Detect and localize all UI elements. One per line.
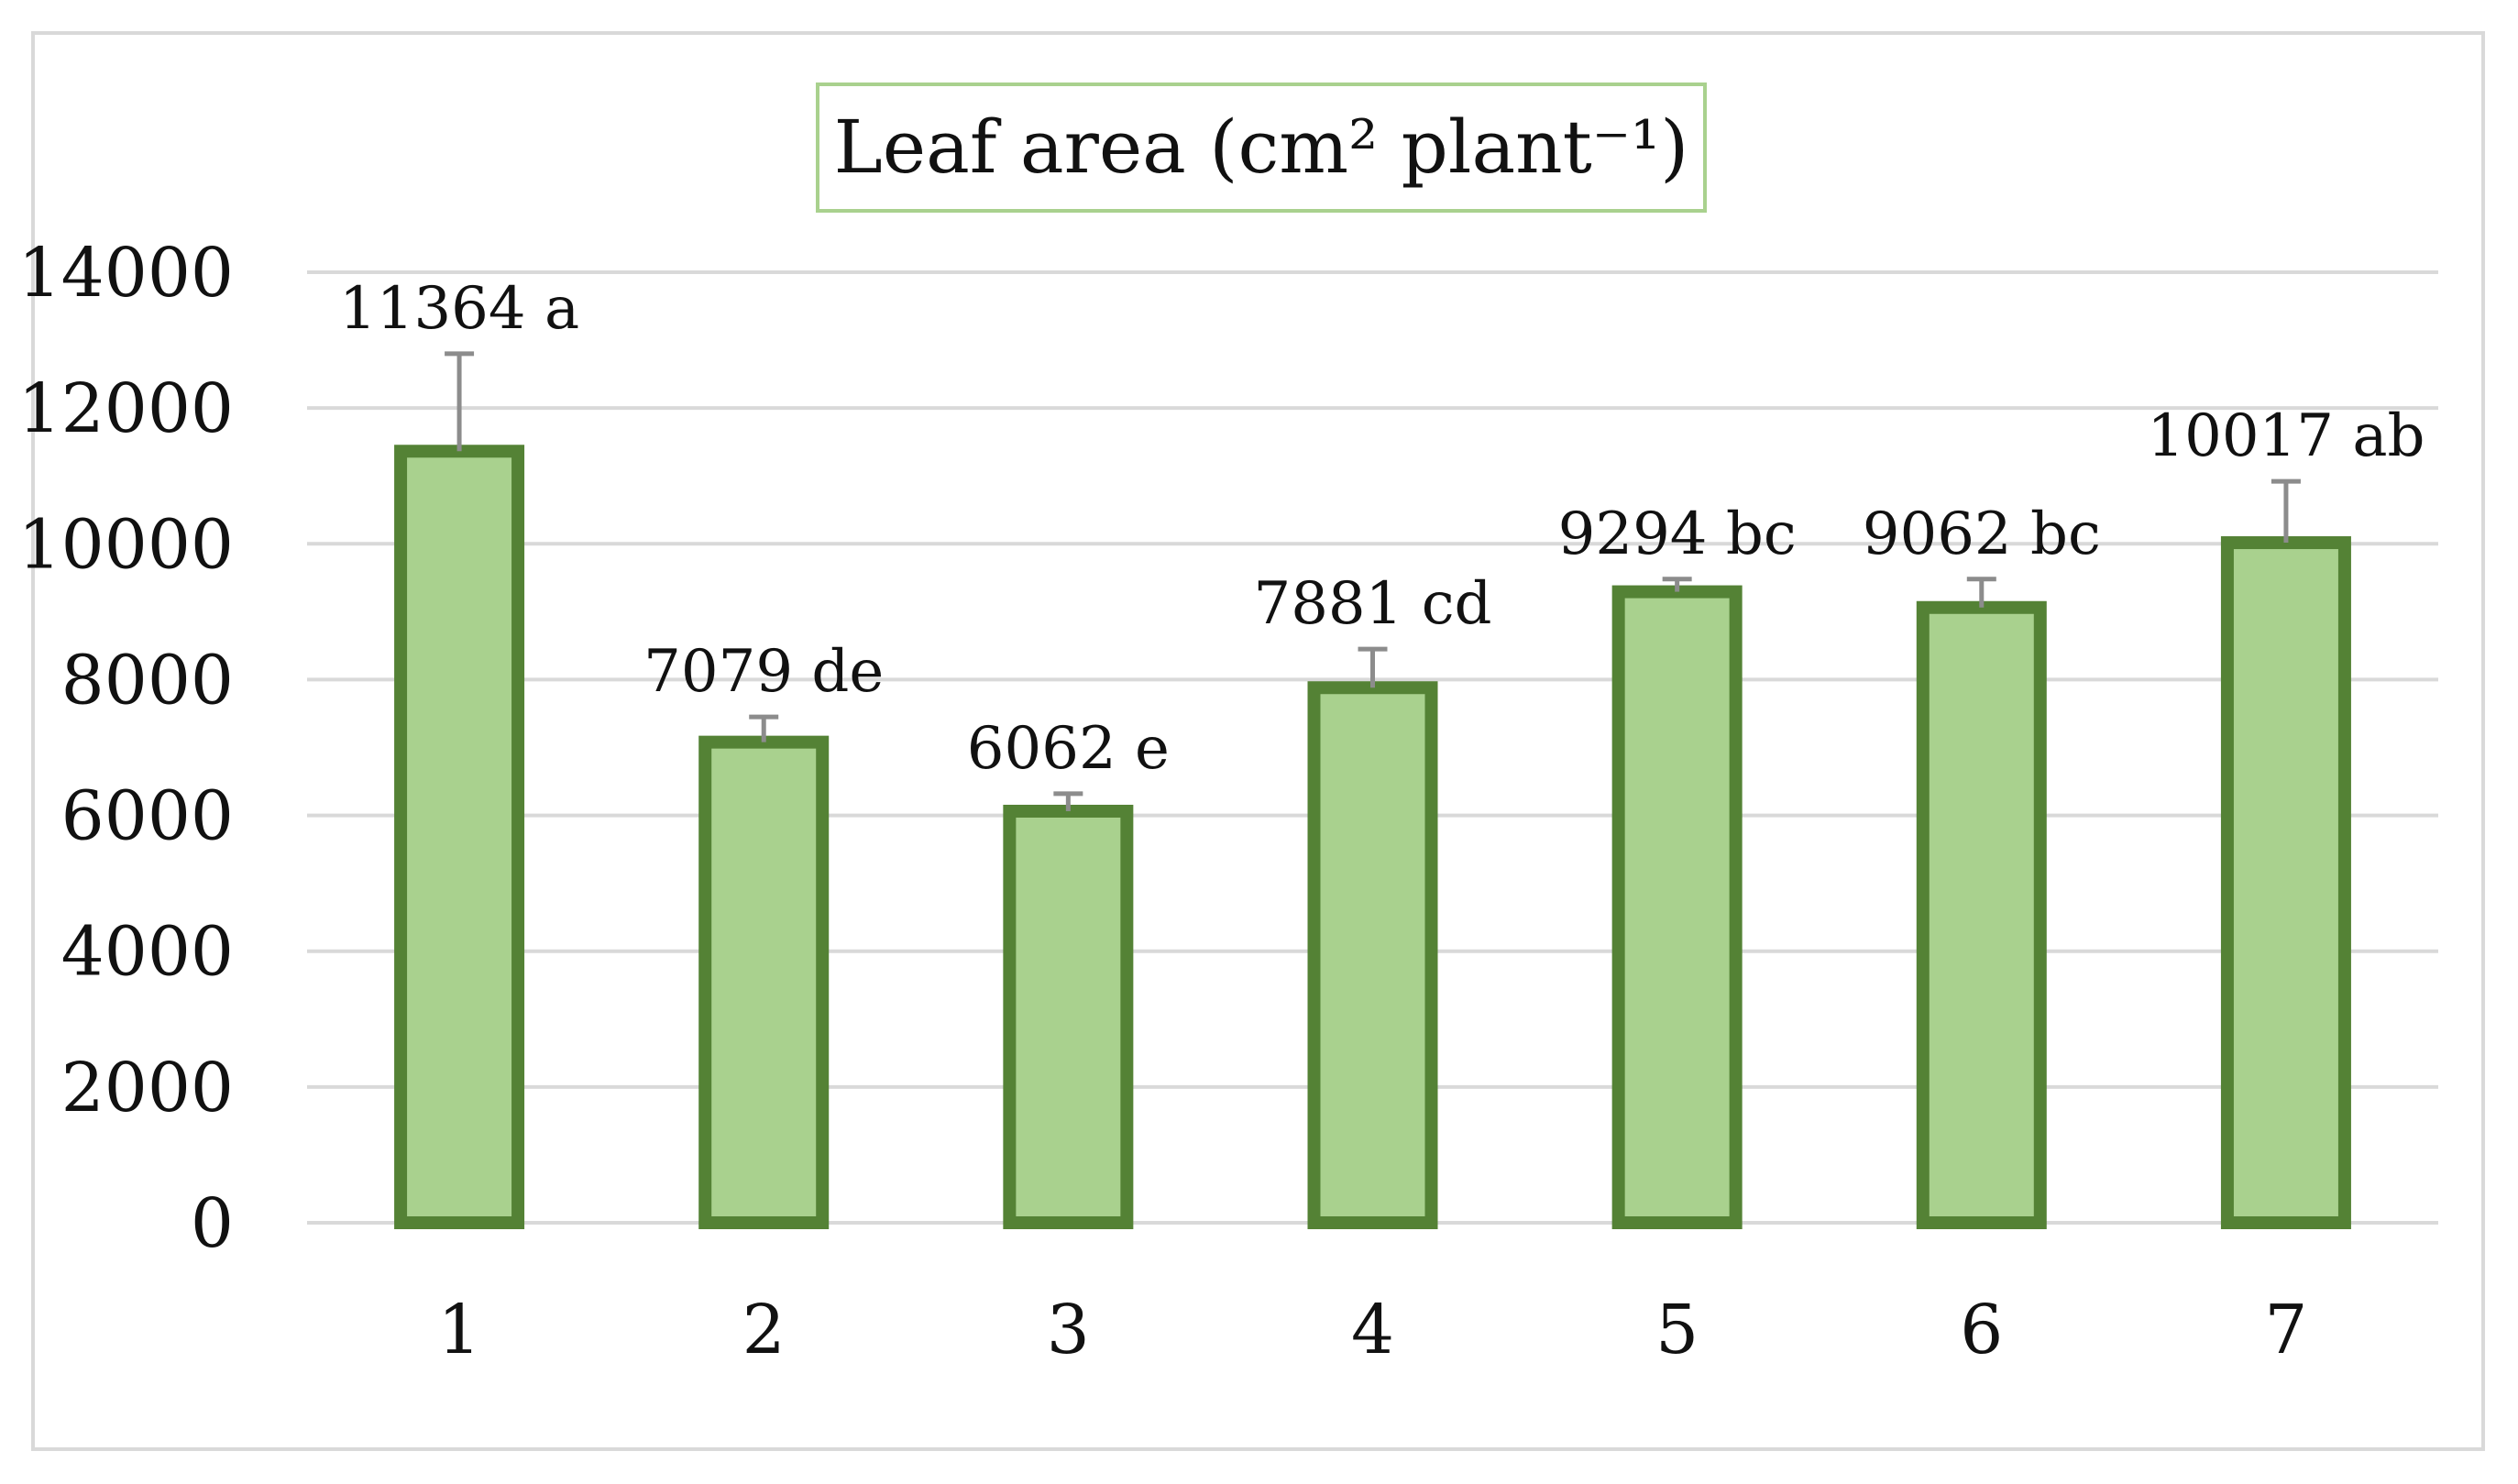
x-tick-label-5: 5 xyxy=(1655,1291,1699,1369)
error-bar-6 xyxy=(1966,577,1996,608)
data-label-2: 7079 de xyxy=(643,638,884,706)
data-labels: 11364 a 7079 de 6062 e 7881 cd 9294 bc 9062 b… xyxy=(339,275,2425,783)
bar-4 xyxy=(1307,681,1438,1229)
error-bar-5 xyxy=(1662,577,1692,592)
y-tick-label: 0 xyxy=(191,1184,234,1263)
data-label-1: 11364 a xyxy=(339,275,579,343)
chart-title: Leaf area (cm² plant⁻¹) xyxy=(834,104,1689,190)
error-bar-1 xyxy=(445,351,475,452)
bar-1 xyxy=(394,445,525,1230)
bar-3 xyxy=(1003,804,1134,1229)
error-bars xyxy=(445,351,2301,811)
error-bar-2 xyxy=(749,714,779,742)
x-tick-label-2: 2 xyxy=(742,1291,786,1369)
error-bar-7 xyxy=(2271,478,2301,544)
y-tick-label: 12000 xyxy=(18,369,234,448)
y-tick-label: 14000 xyxy=(18,234,234,313)
error-bar-4 xyxy=(1358,646,1388,688)
x-tick-label-1: 1 xyxy=(438,1291,481,1369)
x-tick-label-7: 7 xyxy=(2264,1291,2307,1369)
y-tick-label: 2000 xyxy=(61,1049,234,1127)
error-bar-3 xyxy=(1053,791,1083,811)
x-tick-label-6: 6 xyxy=(1960,1291,2003,1369)
data-label-4: 7881 cd xyxy=(1253,570,1491,638)
y-tick-label: 6000 xyxy=(61,777,234,856)
chart-title-border xyxy=(816,82,1707,213)
x-axis-tick-labels: 1 2 3 4 5 6 7 xyxy=(438,1291,2308,1369)
y-tick-label: 8000 xyxy=(61,641,234,720)
x-tick-label-3: 3 xyxy=(1047,1291,1090,1369)
bar-7 xyxy=(2220,536,2351,1229)
data-label-5: 9294 bc xyxy=(1558,500,1797,568)
chart-title-box: Leaf area (cm² plant⁻¹) xyxy=(816,82,1707,213)
y-tick-label: 10000 xyxy=(18,505,234,584)
data-label-7: 10017 ab xyxy=(2147,402,2425,470)
x-tick-label-4: 4 xyxy=(1351,1291,1394,1369)
bar-6 xyxy=(1916,600,2047,1229)
data-label-3: 6062 e xyxy=(967,715,1170,783)
data-label-6: 9062 bc xyxy=(1863,500,2101,568)
bar-2 xyxy=(698,735,830,1229)
y-tick-label: 4000 xyxy=(61,913,234,992)
y-axis-tick-labels: 0 2000 4000 6000 8000 10000 12000 14000 xyxy=(18,234,234,1263)
bar-5 xyxy=(1611,585,1743,1229)
